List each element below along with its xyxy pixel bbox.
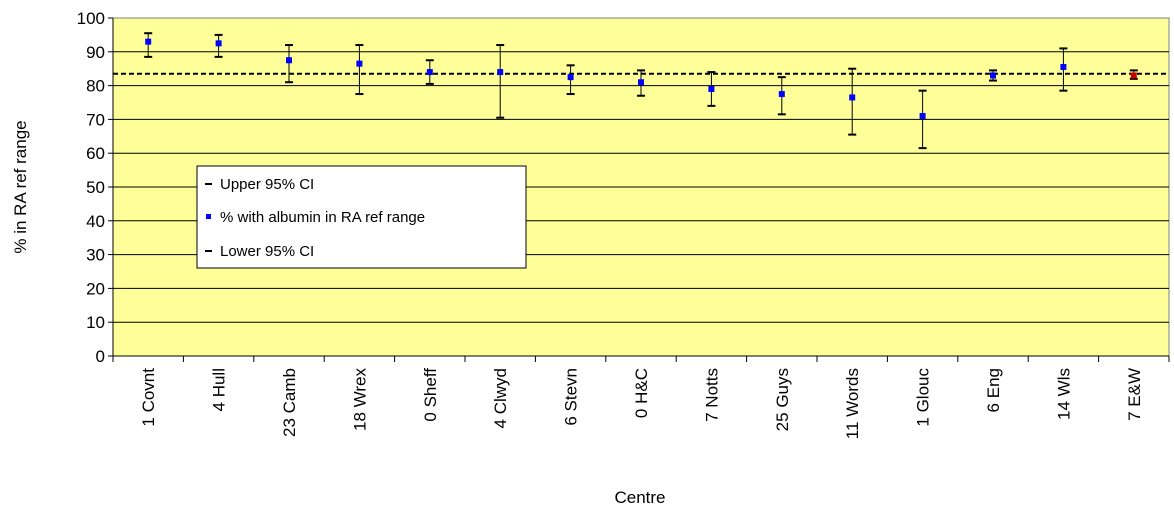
legend-percentage-label: % with albumin in RA ref range <box>220 209 425 226</box>
data-point <box>145 38 152 45</box>
data-point <box>426 69 433 76</box>
data-points <box>145 38 1137 120</box>
x-tick-label: 18 Wrex <box>350 368 369 431</box>
data-point <box>567 74 574 81</box>
x-tick-label: 11 Words <box>843 368 862 439</box>
y-tick-label: 70 <box>86 110 105 129</box>
x-tick-label: 4 Hull <box>210 368 229 411</box>
legend-percentage-symbol <box>206 214 211 219</box>
x-tick-label: 6 Eng <box>984 368 1003 412</box>
y-tick-label: 10 <box>86 313 105 332</box>
x-axis-title: Centre <box>614 488 665 507</box>
data-point <box>356 60 363 67</box>
x-tick-label: 7 E&W <box>1125 368 1144 421</box>
y-tick-label: 20 <box>86 279 105 298</box>
x-tick-label: 1 Covnt <box>139 368 158 427</box>
data-point <box>497 69 504 76</box>
data-point <box>1130 72 1137 79</box>
data-point <box>286 57 292 64</box>
x-tick-label: 0 Sheff <box>421 368 440 422</box>
y-tick-label: 40 <box>86 212 105 231</box>
x-tick-label: 25 Guys <box>773 368 792 431</box>
x-tick-label: 4 Clwyd <box>491 368 510 428</box>
y-tick-label: 80 <box>86 77 105 96</box>
y-axis: 0 10 20 30 40 50 60 70 80 90 100 <box>77 9 114 366</box>
data-point <box>708 85 715 92</box>
x-tick-label: 6 Stevn <box>562 368 581 426</box>
y-tick-label: 60 <box>86 144 105 163</box>
data-point <box>919 113 926 120</box>
x-axis: 1 Covnt 4 Hull 23 Camb 18 Wrex 0 Sheff 4 Clwy… <box>112 355 1170 439</box>
x-tick-label: 14 Wls <box>1054 368 1073 420</box>
data-point <box>778 91 785 98</box>
y-tick-label: 0 <box>96 347 105 366</box>
data-point <box>849 94 856 101</box>
y-tick-label: 90 <box>86 43 105 62</box>
legend-lower-ci-label: Lower 95% CI <box>220 243 314 260</box>
data-point <box>990 72 996 79</box>
x-tick-label: 0 H&C <box>632 368 651 418</box>
y-tick-label: 50 <box>86 178 105 197</box>
data-point <box>638 79 644 86</box>
data-point <box>1060 64 1067 71</box>
y-tick-label: 100 <box>77 9 105 28</box>
legend-box <box>196 165 527 269</box>
x-tick-label: 7 Notts <box>702 368 721 422</box>
x-tick-label: 1 Glouc <box>914 368 933 427</box>
y-tick-label: 30 <box>86 246 105 265</box>
legend-upper-ci-label: Upper 95% CI <box>220 176 314 193</box>
y-axis-title: % in RA ref range <box>11 120 30 253</box>
data-point <box>215 40 222 47</box>
x-tick-label: 23 Camb <box>280 368 299 437</box>
legend: Upper 95% CI % with albumin in RA ref ra… <box>196 165 527 269</box>
